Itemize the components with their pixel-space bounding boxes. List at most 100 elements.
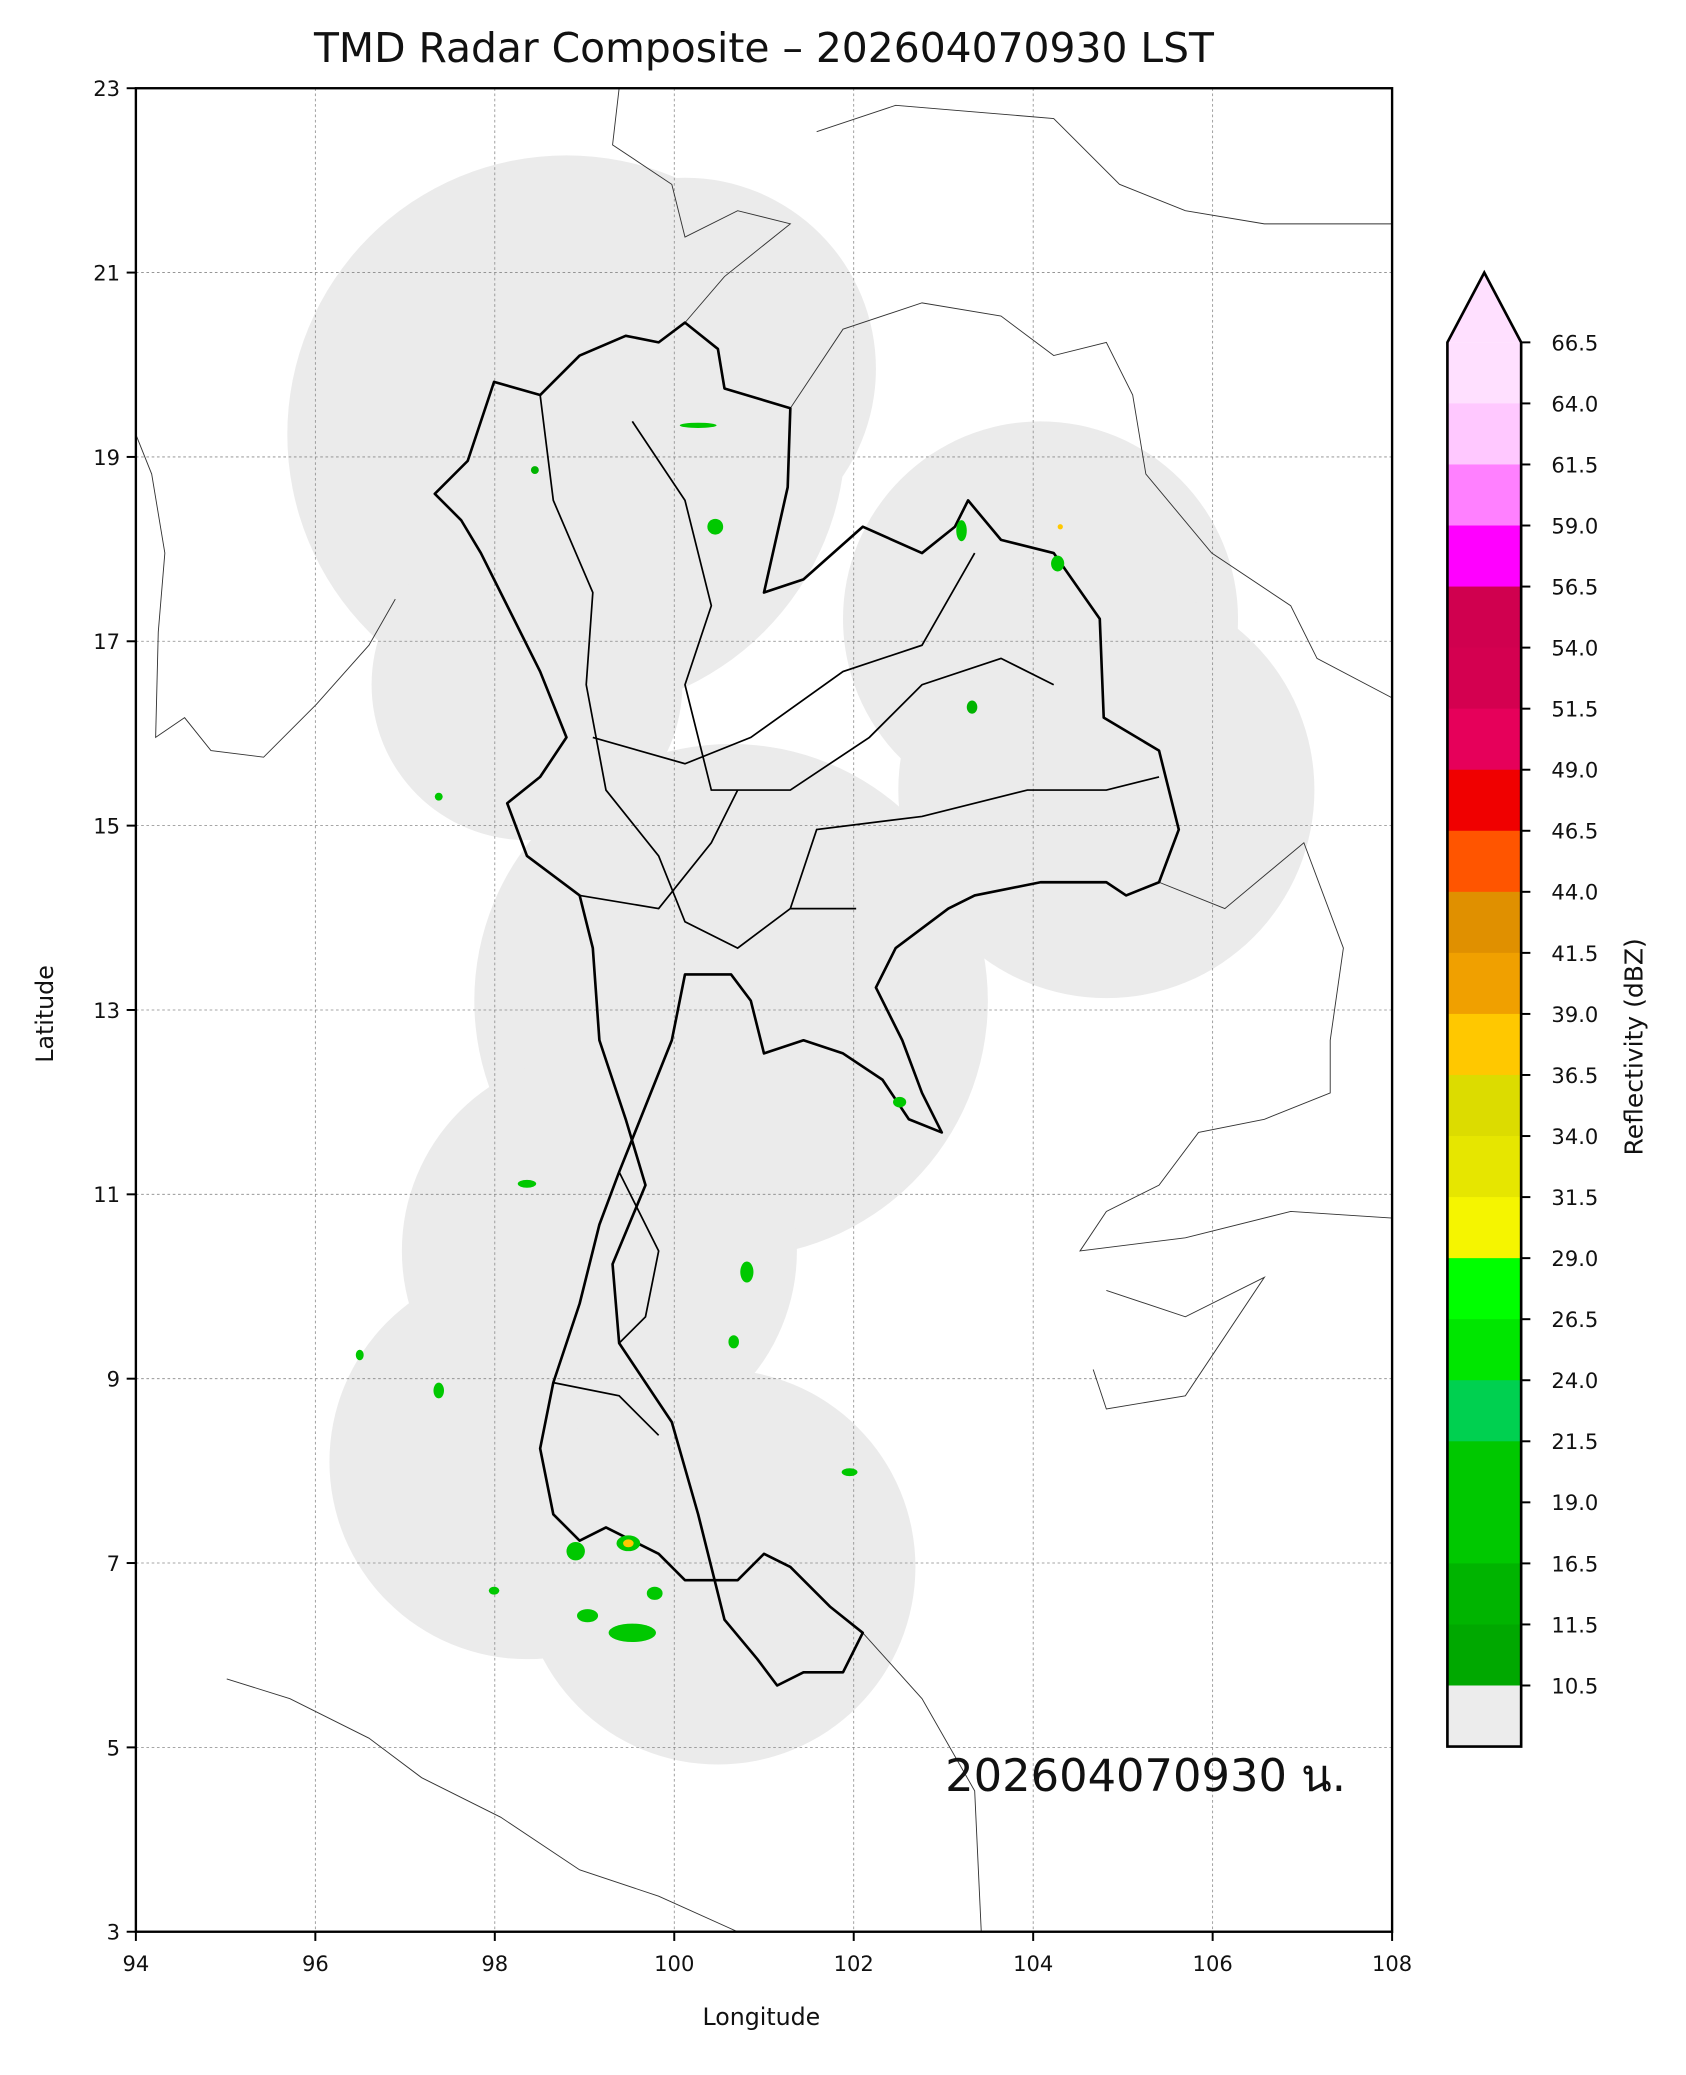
- myanmar-coast: [135, 434, 396, 758]
- echo-cell: [841, 1468, 858, 1477]
- map-plot-area: 94 96 98 100 102 104 106 108 3 5 7 9 11 13 15 17 19 21 23…: [31, 76, 1412, 2031]
- timestamp-annotation: 202604070930 น.: [945, 1749, 1346, 1802]
- colorbar-band: [1447, 1685, 1522, 1748]
- colorbar-tick-label: 64.0: [1551, 391, 1598, 416]
- colorbar-tick-label: 31.5: [1551, 1185, 1598, 1210]
- colorbar-tick-label: 11.5: [1551, 1612, 1598, 1637]
- province-border: [592, 552, 976, 765]
- chart-title: TMD Radar Composite – 202604070930 LST: [313, 24, 1215, 72]
- colorbar-tick-label: 39.0: [1551, 1002, 1598, 1027]
- colorbar-band: [1447, 891, 1522, 954]
- echo-cell: [530, 466, 539, 475]
- colorbar-tick-label: 51.5: [1551, 697, 1598, 722]
- neighbor-coastlines: [135, 88, 1393, 1932]
- colorbar-extend-arrow: [1447, 272, 1522, 343]
- colorbar-band: [1447, 1074, 1522, 1137]
- y-axis-label: Latitude: [31, 965, 59, 1062]
- colorbar-tick-label: 36.5: [1551, 1063, 1598, 1088]
- radar-coverage: [287, 155, 1315, 1765]
- echo-cell: [488, 1586, 500, 1595]
- y-tick-label: 9: [107, 1367, 120, 1392]
- x-tick-label: 100: [654, 1951, 694, 1976]
- colorbar-tick-label: 61.5: [1551, 452, 1598, 477]
- echo-cell: [740, 1261, 754, 1283]
- echo-cell: [433, 1382, 445, 1399]
- y-tick-label: 21: [93, 260, 120, 285]
- echo-cell: [728, 1335, 739, 1349]
- colorbar-tick-label: 46.5: [1551, 819, 1598, 844]
- x-axis: 94 96 98 100 102 104 106 108: [122, 1931, 1412, 1976]
- colorbar-band: [1447, 769, 1522, 832]
- colorbar-band: [1447, 647, 1522, 710]
- y-tick-label: 19: [93, 445, 120, 470]
- colorbar-tick-label: 41.5: [1551, 941, 1598, 966]
- colorbar-tick-label: 56.5: [1551, 574, 1598, 599]
- y-tick-label: 7: [107, 1551, 120, 1576]
- echo-cell: [355, 1349, 364, 1361]
- province-border: [579, 789, 739, 910]
- colorbar-tick-label: 66.5: [1551, 330, 1598, 355]
- colorbar-band: [1447, 1319, 1522, 1381]
- echo-cell: [623, 1539, 634, 1548]
- province-borders: [539, 394, 1160, 1436]
- grid-lines: [135, 88, 1393, 1932]
- colorbar-tick-label: 44.0: [1551, 880, 1598, 905]
- echo-cell: [608, 1623, 657, 1643]
- echo-cell: [577, 1609, 599, 1623]
- colorbar-tick-label: 29.0: [1551, 1246, 1598, 1271]
- colorbar-band: [1447, 464, 1522, 527]
- vietnam-south-coast: [1092, 1276, 1266, 1410]
- y-tick-label: 3: [107, 1920, 120, 1945]
- x-tick-label: 106: [1193, 1951, 1233, 1976]
- laos-vietnam-border: [789, 302, 1393, 699]
- echo-cell: [893, 1096, 907, 1108]
- thailand-border: [433, 321, 1181, 1687]
- y-tick-label: 11: [93, 1182, 120, 1207]
- echo-cell: [956, 520, 967, 542]
- malaysia-coast: [862, 1632, 982, 1932]
- radar-coverage-circle: [494, 177, 876, 560]
- province-border: [631, 420, 1055, 791]
- colorbar-tick-label: 54.0: [1551, 636, 1598, 661]
- colorbar-tick-label: 26.5: [1551, 1307, 1598, 1332]
- colorbar-band: [1447, 952, 1522, 1015]
- colorbar-tick-label: 34.0: [1551, 1124, 1598, 1149]
- y-tick-label: 23: [93, 76, 120, 101]
- colorbar-tick-label: 49.0: [1551, 758, 1598, 783]
- y-tick-label: 13: [93, 998, 120, 1023]
- echo-cell: [646, 1586, 663, 1600]
- radar-echoes: [355, 422, 1065, 1643]
- y-tick-label: 17: [93, 629, 120, 654]
- colorbar-band: [1447, 1136, 1522, 1198]
- colorbar-band: [1447, 1013, 1522, 1076]
- province-border: [553, 1171, 660, 1436]
- colorbar-label: Reflectivity (dBZ): [1619, 938, 1648, 1155]
- colorbar-outline: [1446, 269, 1523, 1748]
- province-border: [539, 394, 857, 950]
- colorbar-tick-label: 10.5: [1551, 1673, 1598, 1698]
- cambodia-vietnam-border: [1079, 841, 1393, 1252]
- china-vietnam-border: [816, 104, 1393, 225]
- colorbar-band: [1447, 1380, 1522, 1442]
- china-border: [612, 88, 792, 323]
- colorbar-tick-label: 19.0: [1551, 1490, 1598, 1515]
- x-tick-label: 94: [122, 1951, 149, 1976]
- colorbar-tick-label: 24.0: [1551, 1368, 1598, 1393]
- x-tick-label: 102: [834, 1951, 874, 1976]
- colorbar-band: [1447, 525, 1522, 588]
- colorbar-band: [1447, 342, 1522, 405]
- colorbar-band: [1447, 1258, 1522, 1320]
- colorbar-tick-label: 16.5: [1551, 1551, 1598, 1576]
- colorbar-band: [1447, 586, 1522, 649]
- echo-cell: [966, 700, 978, 714]
- colorbar-band: [1447, 403, 1522, 466]
- y-tick-label: 5: [107, 1735, 120, 1760]
- y-tick-label: 15: [93, 814, 120, 839]
- radar-coverage-circle: [520, 1369, 916, 1765]
- colorbar: 66.5 64.0 61.5 59.0 56.5 54.0 51.5 49.0 46.5 44.0…: [1446, 269, 1598, 1748]
- colorbar-band: [1447, 1502, 1522, 1565]
- x-tick-label: 104: [1013, 1951, 1053, 1976]
- colorbar-band: [1447, 1197, 1522, 1259]
